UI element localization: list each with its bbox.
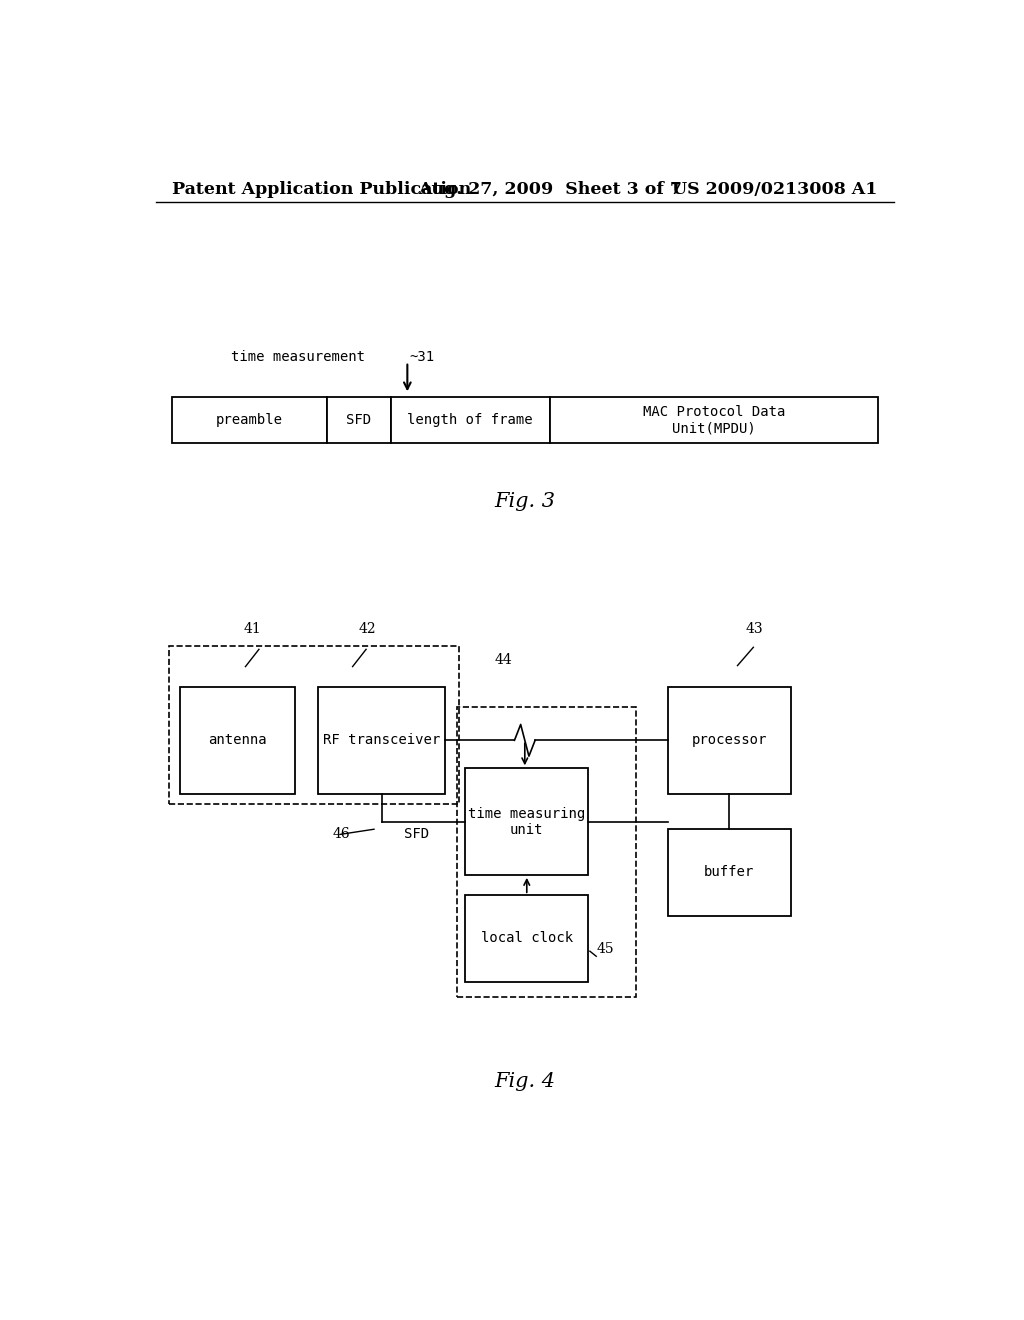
Text: MAC Protocol Data
Unit(MPDU): MAC Protocol Data Unit(MPDU) [642, 405, 785, 436]
Text: 43: 43 [745, 622, 763, 636]
Bar [465, 895, 588, 982]
Text: ~31: ~31 [410, 350, 435, 363]
Text: buffer: buffer [705, 866, 755, 879]
Text: time measurement: time measurement [231, 350, 366, 363]
Text: 45: 45 [596, 942, 613, 956]
Bar [318, 686, 445, 793]
Bar [172, 397, 327, 444]
Bar [169, 647, 459, 804]
Bar [550, 397, 878, 444]
Bar [668, 829, 791, 916]
Text: 42: 42 [358, 622, 376, 636]
Text: SFD: SFD [404, 828, 429, 841]
Text: time measuring
unit: time measuring unit [468, 807, 586, 837]
Text: Aug. 27, 2009  Sheet 3 of 7: Aug. 27, 2009 Sheet 3 of 7 [418, 181, 682, 198]
Text: US 2009/0213008 A1: US 2009/0213008 A1 [672, 181, 877, 198]
Bar [327, 397, 390, 444]
Text: processor: processor [691, 734, 767, 747]
Text: length of frame: length of frame [408, 413, 532, 428]
Text: Fig. 4: Fig. 4 [495, 1072, 555, 1092]
Text: antenna: antenna [208, 734, 266, 747]
Text: 41: 41 [243, 622, 261, 636]
Bar [390, 397, 550, 444]
Text: preamble: preamble [216, 413, 283, 428]
Text: SFD: SFD [346, 413, 372, 428]
Text: Patent Application Publication: Patent Application Publication [172, 181, 471, 198]
Text: Fig. 3: Fig. 3 [495, 492, 555, 511]
Text: 44: 44 [495, 652, 512, 667]
Text: RF transceiver: RF transceiver [324, 734, 440, 747]
Text: 46: 46 [333, 828, 350, 841]
Text: local clock: local clock [480, 932, 572, 945]
Bar [458, 708, 636, 997]
Bar [465, 768, 588, 875]
Bar [179, 686, 295, 793]
Bar [668, 686, 791, 793]
